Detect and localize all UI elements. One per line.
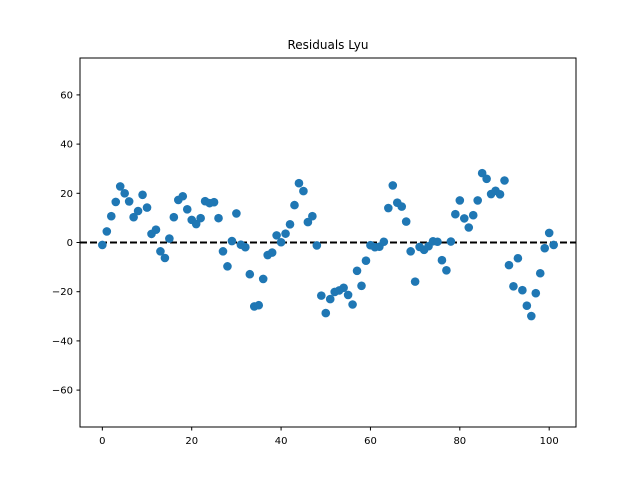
data-point	[446, 237, 456, 246]
data-point	[209, 197, 219, 207]
y-tick-label: −40	[52, 336, 73, 347]
data-point	[339, 283, 348, 293]
data-point	[290, 200, 299, 210]
data-point	[513, 253, 523, 263]
data-point	[254, 300, 264, 310]
y-tick-label: −20	[52, 287, 73, 298]
data-point	[352, 266, 362, 276]
data-point	[245, 269, 255, 279]
data-point	[169, 212, 179, 222]
data-point	[281, 229, 290, 238]
data-point	[129, 212, 138, 222]
data-point	[115, 182, 125, 191]
data-point	[531, 288, 541, 298]
data-point	[468, 210, 478, 220]
y-tick-label: 20	[60, 189, 73, 200]
data-point	[406, 247, 415, 256]
data-point	[276, 237, 286, 247]
data-point	[165, 234, 174, 243]
data-point	[325, 294, 335, 304]
y-tick-label: 0	[67, 238, 73, 249]
chart-title: Residuals Lyu	[287, 38, 368, 52]
x-tick-label: 60	[364, 436, 377, 447]
data-point	[397, 202, 407, 211]
data-point	[178, 191, 188, 201]
data-point	[111, 197, 121, 207]
x-tick-label: 80	[453, 436, 466, 447]
plot-frame	[79, 57, 577, 428]
data-point	[133, 206, 143, 216]
data-point	[549, 240, 558, 250]
data-point	[267, 248, 277, 257]
data-point	[218, 247, 228, 256]
plot-area: 0 20 40 60 80 100 −60 −40 −20 0 20 40 60	[52, 90, 576, 447]
data-point	[357, 281, 366, 291]
data-point	[348, 300, 357, 309]
data-point	[437, 255, 447, 265]
data-point	[451, 209, 460, 219]
data-point	[455, 196, 465, 205]
data-point	[312, 241, 322, 250]
data-point	[214, 213, 223, 223]
data-point	[473, 196, 482, 205]
data-point	[504, 260, 514, 270]
data-point	[433, 237, 442, 247]
data-point	[299, 186, 308, 196]
data-point	[151, 225, 161, 235]
y-tick-label: −60	[52, 386, 73, 397]
data-point	[482, 174, 491, 184]
data-point	[232, 209, 241, 218]
data-point	[272, 231, 281, 240]
data-point	[98, 240, 107, 250]
data-point	[442, 265, 451, 275]
data-point	[182, 204, 192, 214]
data-point	[223, 262, 232, 271]
data-point	[227, 236, 237, 246]
data-point	[308, 211, 317, 221]
data-point	[156, 247, 165, 256]
data-point	[544, 228, 554, 238]
data-point	[495, 189, 505, 199]
data-point	[518, 285, 527, 295]
data-point	[102, 227, 112, 236]
data-point	[316, 291, 326, 300]
data-point	[106, 211, 116, 221]
data-point	[191, 219, 201, 229]
data-point	[459, 214, 469, 223]
data-point	[120, 189, 129, 198]
data-point	[464, 223, 474, 232]
data-point	[138, 190, 147, 200]
data-point	[379, 237, 389, 247]
data-point	[410, 277, 420, 286]
data-point	[142, 203, 152, 212]
data-point	[196, 213, 205, 223]
data-point	[258, 274, 268, 284]
data-point	[241, 242, 250, 252]
data-point	[527, 311, 536, 321]
data-point	[540, 243, 550, 253]
data-point	[522, 301, 532, 311]
y-tick-label: 60	[60, 90, 73, 101]
data-point	[500, 176, 509, 185]
x-tick-label: 0	[99, 436, 105, 447]
data-point	[160, 253, 170, 263]
data-point	[509, 281, 518, 291]
x-tick-label: 100	[540, 436, 559, 447]
data-point	[303, 217, 313, 227]
x-tick-label: 20	[185, 436, 198, 447]
data-point	[285, 219, 295, 229]
data-point	[401, 217, 411, 226]
y-tick-label: 40	[60, 140, 73, 151]
x-tick-label: 40	[275, 436, 288, 447]
data-point	[343, 290, 353, 300]
data-point	[384, 203, 393, 213]
data-point	[388, 181, 398, 190]
data-point	[124, 197, 134, 206]
data-point	[321, 308, 331, 318]
data-point	[294, 178, 304, 188]
data-point	[535, 268, 545, 278]
data-point	[361, 256, 371, 266]
